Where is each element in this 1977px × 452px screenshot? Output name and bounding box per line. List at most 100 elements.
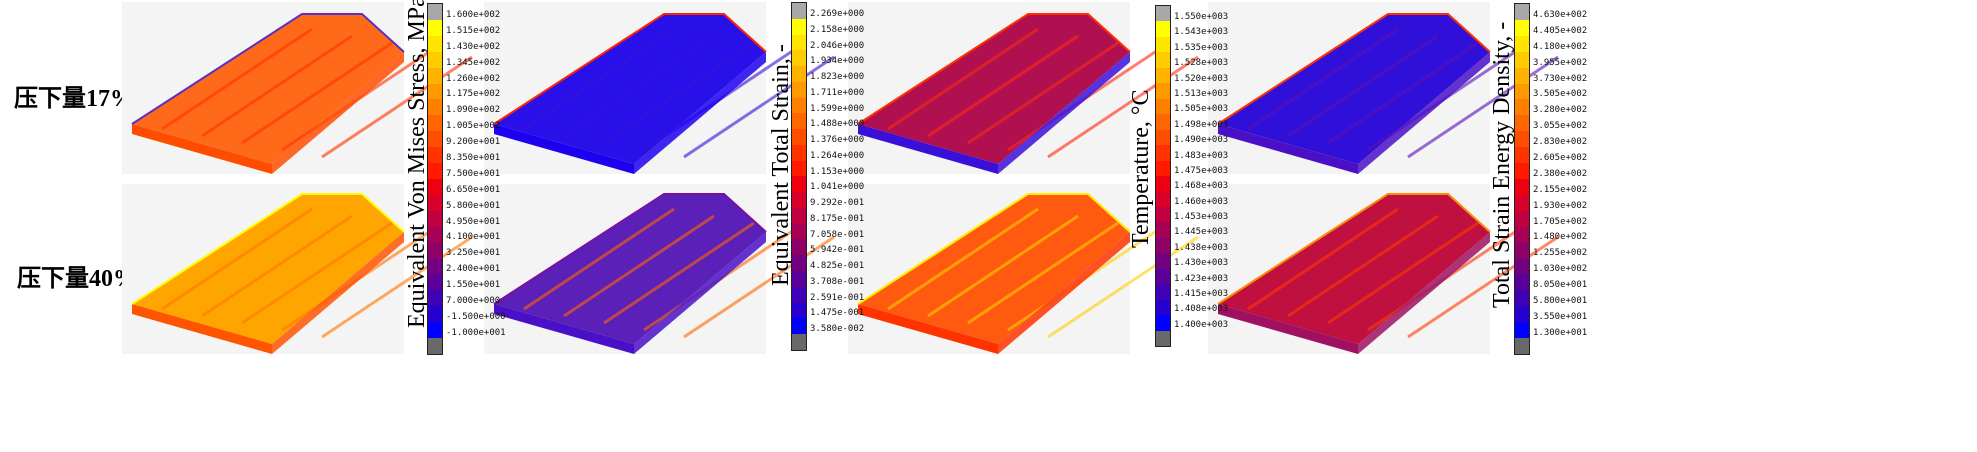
colorbar-tick-label: 4.950e+001 bbox=[446, 216, 501, 227]
colorbar-tick-label: 1.300e+001 bbox=[1533, 327, 1588, 338]
colorbar-segment bbox=[1515, 178, 1529, 195]
colorbar-tick-label: 1.550e+003 bbox=[1174, 12, 1229, 22]
colorbar-segment bbox=[1515, 210, 1529, 227]
colorbar-segment bbox=[1515, 242, 1529, 259]
colorbar-tick-label: 1.005e+002 bbox=[446, 121, 501, 132]
slab-front-face bbox=[858, 124, 998, 174]
colorbar-tick-label: 1.345e+002 bbox=[446, 57, 501, 68]
colorbar-tick-label: 6.650e+001 bbox=[446, 184, 501, 195]
slab-contour-stripe bbox=[161, 207, 313, 311]
colorbar-tick-label: 1.490e+003 bbox=[1174, 135, 1229, 146]
slab-edge-highlight bbox=[131, 13, 405, 125]
colorbar-segment bbox=[792, 66, 806, 82]
colorbar-segment bbox=[792, 81, 806, 98]
colorbar-segment bbox=[428, 51, 442, 68]
slab-contour-stripe bbox=[241, 41, 393, 145]
colorbar-segment bbox=[1515, 19, 1529, 36]
colorbar-segment bbox=[1156, 330, 1170, 346]
colorbar-tick-label: 1.408e+003 bbox=[1174, 304, 1229, 315]
colorbar-tick-label: 9.200e+001 bbox=[446, 137, 501, 148]
colorbar-tick-label: 3.955e+002 bbox=[1533, 57, 1588, 68]
colorbar-temperature bbox=[1155, 5, 1171, 347]
colorbar-tick-label: 1.438e+003 bbox=[1174, 242, 1229, 253]
colorbar-segment bbox=[428, 338, 442, 354]
colorbar-tick-label: 2.400e+001 bbox=[446, 264, 501, 275]
slab-side-face bbox=[634, 232, 766, 354]
colorbar-tick-label: 1.705e+002 bbox=[1533, 216, 1588, 227]
colorbar-segment bbox=[428, 306, 442, 323]
colorbar-tick-label: 1.483e+003 bbox=[1174, 150, 1229, 161]
colorbar-tick-label: 1.934e+000 bbox=[810, 56, 865, 67]
slab-top-surface bbox=[858, 194, 1130, 344]
colorbar-ticks-stress: 1.600e+002 1.515e+002 1.430e+002 1.345e+002… bbox=[446, 11, 506, 338]
slab-side-face bbox=[272, 232, 404, 354]
slab-front-face bbox=[132, 304, 272, 354]
colorbar-segment bbox=[1515, 338, 1529, 354]
colorbar-segment bbox=[792, 18, 806, 35]
slab-front-face bbox=[1218, 304, 1358, 354]
colorbar-segment bbox=[428, 274, 442, 291]
slab-front-face bbox=[858, 304, 998, 354]
colorbar-segment bbox=[428, 258, 442, 275]
colorbar-tick-label: 5.800e+001 bbox=[446, 200, 501, 211]
colorbar-segment bbox=[792, 318, 806, 335]
colorbar-segment bbox=[792, 271, 806, 287]
colorbar-segment bbox=[1156, 52, 1170, 68]
colorbar-tick-label: 1.423e+003 bbox=[1174, 273, 1229, 284]
colorbar-tick-label: 5.942e-001 bbox=[810, 245, 865, 256]
colorbar-segment bbox=[1156, 268, 1170, 285]
colorbar-segment bbox=[1156, 222, 1170, 238]
colorbar-tick-label: 2.155e+002 bbox=[1533, 184, 1588, 195]
colorbar-tick-label: 1.498e+003 bbox=[1174, 119, 1229, 130]
colorbar-segment bbox=[1156, 191, 1170, 207]
colorbar-tick-label: 1.153e+000 bbox=[810, 166, 865, 177]
colorbar-tick-label: 1.400e+003 bbox=[1174, 319, 1229, 330]
colorbar-tick-label: 1.255e+002 bbox=[1533, 248, 1588, 259]
colorbar-segment bbox=[428, 290, 442, 307]
colorbar-tick-label: 1.175e+002 bbox=[446, 89, 501, 100]
colorbar-segment bbox=[1515, 258, 1529, 275]
colorbar-tick-label: 1.041e+000 bbox=[810, 182, 865, 193]
slab-contour-stripe bbox=[683, 235, 835, 339]
colorbar-segment bbox=[1515, 147, 1529, 164]
slab-contour-stripe bbox=[887, 27, 1039, 131]
colorbar-segment bbox=[792, 160, 806, 177]
colorbar-segment bbox=[1515, 4, 1529, 20]
colorbar-tick-label: 3.550e+001 bbox=[1533, 311, 1588, 322]
colorbar-tick-label: 2.605e+002 bbox=[1533, 153, 1588, 164]
slab-front-face bbox=[132, 124, 272, 174]
colorbar-tick-label: 3.730e+002 bbox=[1533, 73, 1588, 84]
colorbar-tick-label: 1.030e+002 bbox=[1533, 264, 1588, 275]
colorbar-tick-label: 3.708e-001 bbox=[810, 276, 865, 287]
slab-edge-highlight bbox=[131, 193, 405, 305]
slab-edge-highlight bbox=[493, 193, 767, 305]
slab-contour-stripe bbox=[523, 207, 675, 311]
colorbar-tick-label: 1.823e+000 bbox=[810, 72, 865, 82]
colorbar-segment bbox=[1515, 35, 1529, 52]
slab-contour-stripe bbox=[967, 221, 1119, 325]
colorbar-tick-label: 3.055e+002 bbox=[1533, 121, 1588, 132]
colorbar-segment bbox=[1515, 322, 1529, 339]
axis-title-temperature: Temperature, °C bbox=[1128, 89, 1154, 248]
slab-side-face bbox=[272, 52, 404, 174]
colorbar-segment bbox=[428, 67, 442, 84]
colorbar-strain bbox=[791, 2, 807, 351]
colorbar-stress bbox=[427, 3, 443, 355]
colorbar-segment bbox=[792, 176, 806, 193]
slab-contour-stripe bbox=[603, 41, 755, 145]
slab-contour-stripe bbox=[321, 235, 473, 339]
slab-front-face bbox=[494, 124, 634, 174]
colorbar-segment bbox=[428, 226, 442, 243]
colorbar-segment bbox=[428, 35, 442, 52]
slab-contour-stripe bbox=[927, 34, 1079, 138]
slab-render-temp-40 bbox=[857, 193, 1199, 354]
slab-contour-stripe bbox=[927, 214, 1079, 318]
slab-top-surface bbox=[132, 14, 404, 164]
slab-edge-highlight bbox=[1217, 193, 1491, 305]
colorbar-tick-label: 1.468e+003 bbox=[1174, 181, 1229, 192]
slab-edge-highlight bbox=[857, 193, 1131, 305]
slab-top-surface bbox=[858, 14, 1130, 164]
colorbar-segment bbox=[1515, 194, 1529, 211]
colorbar-segment bbox=[1156, 175, 1170, 192]
colorbar-segment bbox=[1515, 115, 1529, 132]
